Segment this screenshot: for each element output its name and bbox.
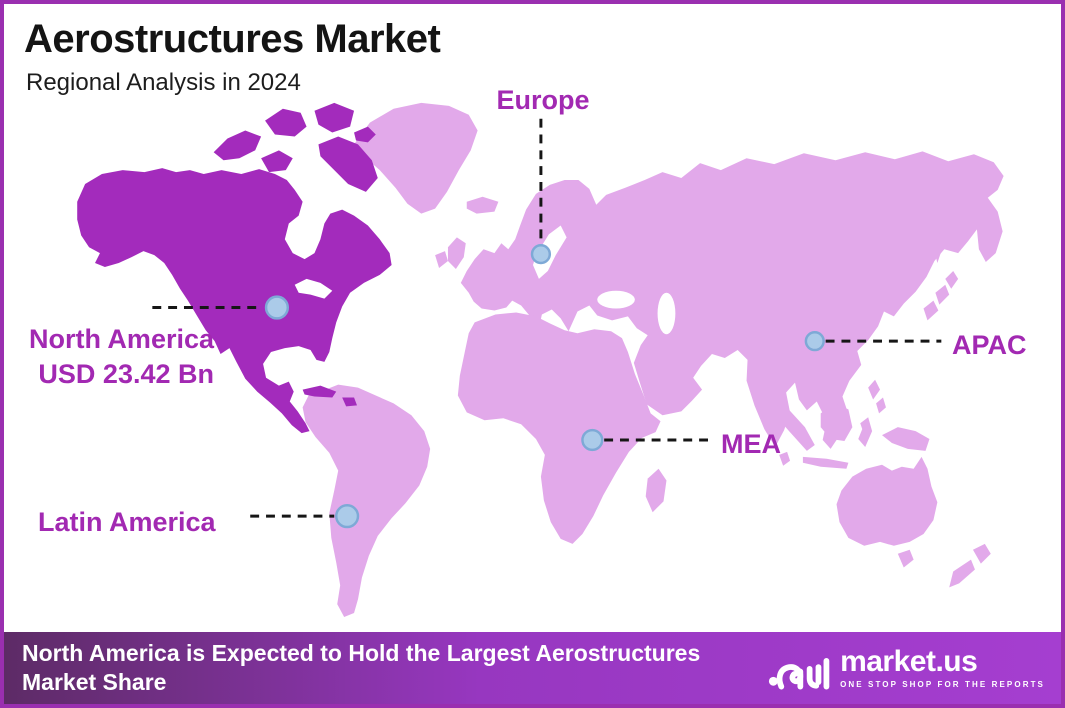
landmass-sulawesi [858, 417, 873, 447]
marketus-logo: market.us ONE STOP SHOP FOR THE REPORTS [768, 645, 1045, 691]
landmass-sakhalin [933, 233, 944, 264]
marker-latin-america [335, 504, 360, 529]
landmass-iceland [466, 196, 499, 214]
region-name-latin-america: Latin America [38, 507, 216, 537]
continent-africa [457, 312, 661, 544]
region-north-america-highlight [77, 102, 392, 434]
sea-caspian [657, 292, 676, 335]
landmass-new-guinea [882, 427, 930, 451]
footer-bar: North America is Expected to Hold the La… [4, 632, 1061, 704]
label-latin-america: Latin America [38, 505, 216, 540]
continent-south-america [302, 384, 431, 617]
marketus-logo-icon [768, 658, 830, 690]
logo-name: market.us [840, 645, 978, 678]
connectors [152, 118, 942, 518]
landmass-caribbean [302, 385, 358, 407]
landmass-madagascar [645, 468, 667, 513]
landmass-tasmania [897, 549, 914, 568]
page-title: Aerostructures Market [24, 17, 441, 61]
footer-caption: North America is Expected to Hold the La… [22, 639, 701, 695]
landmass-ireland [435, 251, 448, 268]
landmass-uk [447, 237, 466, 269]
label-north-america: North America USD 23.42 Bn [18, 322, 214, 392]
landmass-java [802, 456, 849, 469]
continent-eurasia [460, 151, 1004, 449]
continent-north-america [77, 168, 392, 434]
continent-australia [836, 456, 938, 546]
landmass-japan [923, 270, 959, 321]
landmass-greenland [354, 102, 478, 214]
region-name-mea: MEA [721, 429, 781, 459]
sea-black [597, 290, 635, 309]
label-apac: APAC [952, 328, 1027, 363]
marker-mea [581, 428, 604, 452]
marker-north-america [264, 295, 290, 320]
continents-base [302, 102, 1004, 617]
landmass-arctic-islands [213, 102, 378, 192]
lake-great-lakes [294, 278, 333, 299]
region-value-north-america: USD 23.42 Bn [38, 359, 214, 389]
landmass-sumatra [773, 403, 815, 451]
marketus-logo-text: market.us ONE STOP SHOP FOR THE REPORTS [840, 647, 1045, 689]
marker-europe [530, 244, 552, 265]
page-subtitle: Regional Analysis in 2024 [26, 69, 301, 96]
logo-tagline: ONE STOP SHOP FOR THE REPORTS [840, 680, 1045, 689]
inland-seas [532, 225, 676, 335]
region-name-north-america: North America [28, 324, 214, 354]
label-europe: Europe [496, 83, 589, 118]
landmass-borneo [820, 403, 853, 442]
marker-apac [804, 331, 825, 352]
label-mea: MEA [721, 427, 781, 462]
landmass-philippines [868, 379, 886, 414]
markers [264, 244, 825, 529]
landmass-new-zealand [949, 543, 991, 588]
landmass-sri-lanka [779, 451, 791, 466]
region-name-europe: Europe [496, 85, 590, 115]
world-map [77, 102, 1004, 617]
region-name-apac: APAC [952, 330, 1027, 360]
header: Aerostructures Market Regional Analysis … [24, 17, 441, 97]
